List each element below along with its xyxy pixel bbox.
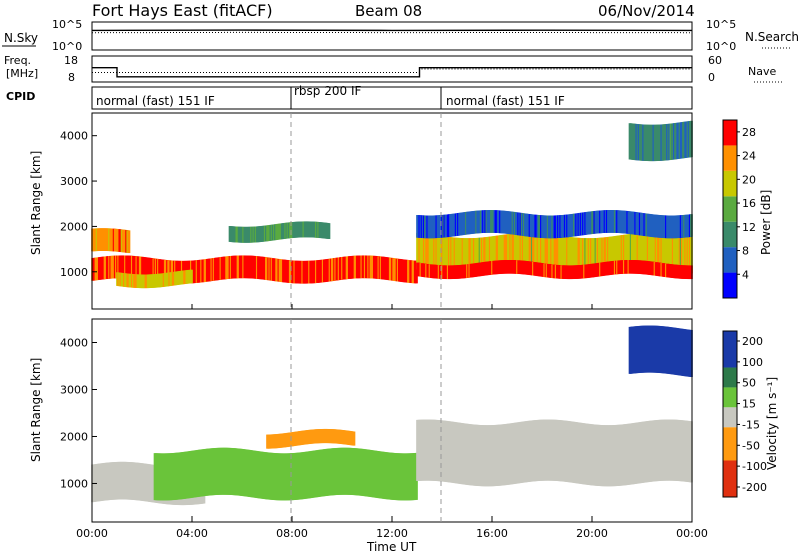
colorbar-segment bbox=[723, 145, 737, 171]
cpid-panel: CPID normal (fast) 151 IF rbsp 200 IF no… bbox=[6, 84, 693, 110]
nave-series bbox=[92, 68, 692, 73]
ytick-label: 2000 bbox=[60, 430, 88, 443]
noise-right-tick-bottom: 10^0 bbox=[706, 40, 736, 53]
colorbar-tick-label: 15 bbox=[742, 398, 756, 411]
ytick-label: 4000 bbox=[60, 336, 88, 349]
freq-panel: Freq. [MHz] 18 8 60 0 Nave bbox=[4, 54, 782, 84]
colorbar-segment bbox=[723, 221, 737, 248]
heatmap-cell bbox=[327, 223, 331, 240]
heatmap-cell bbox=[690, 421, 693, 483]
colorbar-segment bbox=[723, 387, 737, 408]
nave-label: Nave bbox=[748, 65, 776, 78]
colorbar-tick-label: 12 bbox=[742, 221, 756, 234]
noise-left-label: N.Sky bbox=[4, 31, 38, 45]
colorbar-segment bbox=[723, 460, 737, 497]
ytick-label: 2000 bbox=[60, 220, 88, 233]
colorbar-tick-label: 16 bbox=[742, 197, 756, 210]
beam-title: Beam 08 bbox=[355, 2, 422, 20]
colorbar-segment bbox=[723, 247, 737, 273]
freq-left-tick-bottom: 8 bbox=[68, 71, 75, 84]
heatmap-cell bbox=[690, 265, 693, 280]
noise-right-label: N.Search bbox=[745, 30, 799, 44]
velocity-yticks: 1000 2000 3000 4000 bbox=[60, 336, 97, 490]
noise-panel: N.Sky 10^5 10^0 10^5 10^0 N.Search bbox=[2, 18, 799, 53]
heatmap-cell bbox=[690, 237, 693, 274]
colorbar-tick-label: -200 bbox=[742, 481, 767, 494]
colorbar-tick-label: 100 bbox=[742, 356, 763, 369]
power-colorbar-title: Power [dB] bbox=[759, 190, 773, 255]
station-title: Fort Hays East (fitACF) bbox=[92, 1, 273, 20]
colorbar-tick-label: 200 bbox=[742, 335, 763, 348]
colorbar-tick-label: 20 bbox=[742, 173, 756, 186]
freq-series bbox=[92, 66, 692, 78]
noise-left-tick-bottom: 10^0 bbox=[52, 40, 82, 53]
noise-right-tick-top: 10^5 bbox=[706, 18, 736, 31]
cpid-segment-2: rbsp 200 IF bbox=[294, 84, 361, 98]
colorbar-frame bbox=[722, 330, 738, 498]
colorbar-tick-label: 28 bbox=[742, 126, 756, 139]
colorbar-frame bbox=[722, 119, 738, 299]
colorbar-segment bbox=[723, 367, 737, 388]
ytick-label: 1000 bbox=[60, 266, 88, 279]
freq-left-tick-top: 18 bbox=[64, 54, 78, 67]
colorbar-segment bbox=[723, 120, 737, 146]
ytick-label: 3000 bbox=[60, 175, 88, 188]
velocity-colorbar-title: Velocity [m s⁻¹] bbox=[765, 377, 779, 470]
colorbar-tick-label: 24 bbox=[742, 150, 756, 163]
velocity-panel: Slant Range [km] 1000 2000 3000 4000 200 100… bbox=[29, 318, 779, 523]
freq-left-label-2: [MHz] bbox=[6, 67, 38, 80]
xaxis-label: Time UT bbox=[366, 540, 417, 554]
power-yticks: 1000 2000 3000 4000 bbox=[60, 130, 97, 279]
heatmap-cell bbox=[127, 230, 131, 254]
colorbar-segment bbox=[723, 170, 737, 197]
power-panel: Slant Range [km] 1000 2000 3000 4000 4 8 12 16… bbox=[29, 112, 773, 310]
cpid-segment-3: normal (fast) 151 IF bbox=[446, 94, 565, 108]
time-axis: 00:00 04:00 08:00 12:00 16:00 20:00 00:00 bbox=[76, 304, 708, 540]
heatmap-cell bbox=[352, 431, 356, 446]
power-ylabel: Slant Range [km] bbox=[29, 151, 43, 255]
velocity-heatmap bbox=[91, 325, 693, 506]
colorbar-tick-label: 8 bbox=[742, 245, 749, 258]
heatmap-cell bbox=[690, 120, 693, 158]
xtick-label: 20:00 bbox=[576, 527, 608, 540]
heatmap-cell bbox=[190, 269, 193, 284]
heatmap-cell bbox=[690, 214, 693, 237]
cpid-segment-1: normal (fast) 151 IF bbox=[96, 94, 215, 108]
ytick-label: 4000 bbox=[60, 130, 88, 143]
xtick-label: 00:00 bbox=[676, 527, 708, 540]
colorbar-segment bbox=[723, 407, 737, 428]
colorbar-segment bbox=[723, 427, 737, 461]
colorbar-tick-label: 50 bbox=[742, 377, 756, 390]
colorbar-segment bbox=[723, 272, 737, 298]
power-heatmap bbox=[91, 120, 693, 289]
freq-right-tick-top: 60 bbox=[708, 54, 722, 67]
colorbar-tick-label: -100 bbox=[742, 460, 767, 473]
ytick-label: 3000 bbox=[60, 383, 88, 396]
colorbar-tick-label: 4 bbox=[742, 268, 749, 281]
noise-left-tick-top: 10^5 bbox=[52, 18, 82, 31]
xtick-label: 12:00 bbox=[376, 527, 408, 540]
cpid-label: CPID bbox=[6, 90, 35, 103]
ytick-label: 1000 bbox=[60, 477, 88, 490]
colorbar-tick-label: -15 bbox=[742, 418, 760, 431]
freq-left-label-1: Freq. bbox=[4, 54, 31, 67]
velocity-ylabel: Slant Range [km] bbox=[29, 358, 43, 462]
xtick-label: 00:00 bbox=[76, 527, 108, 540]
xtick-label: 04:00 bbox=[176, 527, 208, 540]
velocity-colorbar: 200 100 50 15 -15 -50 -100 -200 bbox=[722, 330, 767, 498]
date-title: 06/Nov/2014 bbox=[598, 2, 695, 20]
xtick-label: 08:00 bbox=[276, 527, 308, 540]
colorbar-tick-label: -50 bbox=[742, 439, 760, 452]
xtick-label: 16:00 bbox=[476, 527, 508, 540]
power-colorbar: 4 8 12 16 20 24 28 bbox=[722, 119, 756, 299]
freq-right-tick-bottom: 0 bbox=[708, 71, 715, 84]
heatmap-cell bbox=[690, 330, 693, 378]
colorbar-segment bbox=[723, 331, 737, 368]
colorbar-segment bbox=[723, 196, 737, 222]
